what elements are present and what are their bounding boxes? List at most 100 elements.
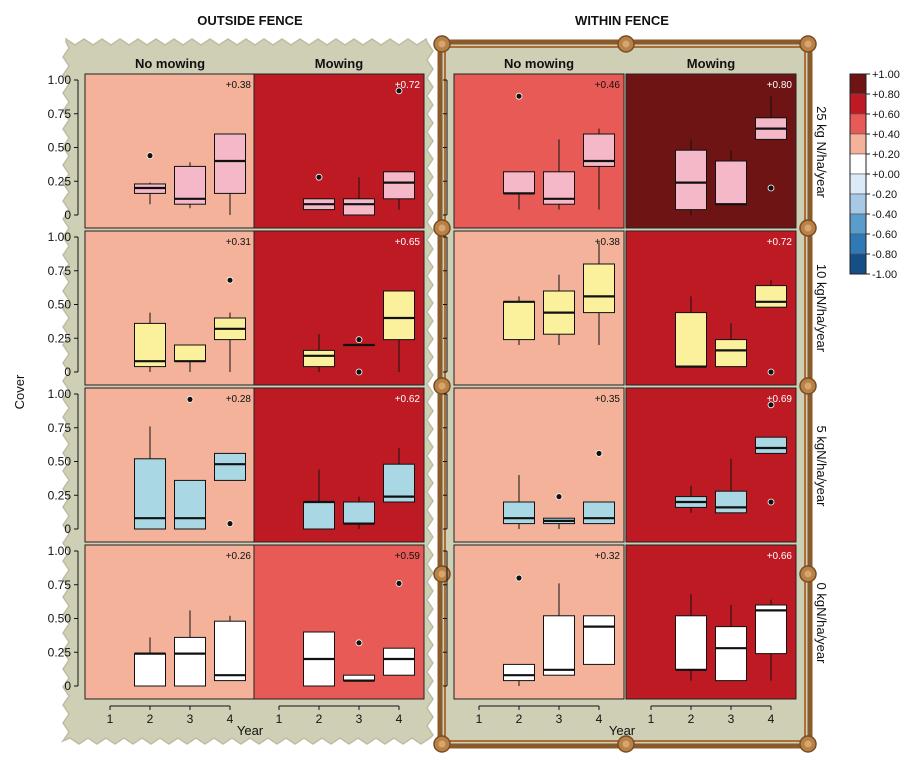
box-body [174, 479, 206, 530]
x-tick-label: 1 [107, 712, 114, 726]
y-tick-label: 0 [64, 522, 71, 536]
x-axis-title-outside: Year [237, 723, 264, 738]
box [583, 242, 615, 345]
box-outlier [395, 580, 403, 587]
box [675, 485, 707, 513]
correlation-label: +0.28 [226, 394, 252, 405]
fence-post-center [438, 382, 446, 390]
y-tick-label: 0.50 [48, 141, 72, 155]
box-body [715, 626, 747, 682]
box [134, 426, 166, 530]
panel: +0.46 [453, 73, 625, 229]
box [503, 92, 535, 210]
x-tick-label: 3 [728, 712, 735, 726]
box [134, 637, 166, 687]
box-outlier [355, 336, 363, 344]
box [303, 631, 335, 687]
legend-swatch [849, 93, 867, 115]
panel-background [253, 544, 425, 700]
panel-background [253, 73, 425, 229]
box [174, 610, 206, 687]
panel-background [84, 230, 256, 386]
x-tick-label: 2 [147, 712, 154, 726]
y-tick-label: 1.00 [48, 230, 72, 244]
box [383, 448, 415, 503]
panel-background [625, 230, 797, 386]
y-tick-label: 1.00 [48, 73, 72, 87]
x-axis-title-within: Year [609, 723, 636, 738]
box [134, 312, 166, 372]
y-tick-label: 1.00 [48, 387, 72, 401]
axes-layer: 0 0.25 0.50 0.75 1.00 0 0.25 0.50 0.75 1.00 0 0.25 0… [48, 73, 775, 726]
box-outlier [186, 395, 194, 403]
box-body [755, 285, 787, 308]
box [755, 599, 787, 681]
box-outlier [226, 276, 234, 284]
legend-tick-label: -0.40 [872, 209, 897, 221]
box [303, 469, 335, 530]
box-body [303, 501, 335, 530]
y-tick-label: 0.25 [48, 645, 72, 659]
x-tick-label: 3 [556, 712, 563, 726]
legend-tick-label: +0.80 [872, 89, 900, 101]
box [715, 150, 747, 206]
box-outlier [146, 152, 154, 160]
box [214, 276, 246, 372]
fence-post-center [438, 740, 446, 748]
panel-background [625, 387, 797, 543]
y-tick-label: 0.50 [48, 612, 72, 626]
box-body [715, 160, 747, 205]
x-tick-label: 2 [516, 712, 523, 726]
section-title-within: WITHIN FENCE [575, 13, 669, 28]
box-body [503, 171, 535, 194]
box [214, 452, 246, 527]
box [383, 580, 415, 676]
y-tick-label: 0.75 [48, 264, 72, 278]
column-title-within-mowing: Mowing [687, 56, 735, 71]
box-body [583, 263, 615, 314]
box-outlier [767, 368, 775, 376]
box [715, 605, 747, 682]
box [583, 449, 615, 525]
box-outlier [355, 639, 363, 647]
panel: +0.32 [453, 544, 625, 700]
panel-background [453, 544, 625, 700]
fence-post-center [804, 570, 812, 578]
box-body [755, 436, 787, 454]
box-body [214, 620, 246, 682]
box [214, 615, 246, 682]
box-outlier [515, 574, 523, 582]
legend-tick-label: +0.00 [872, 169, 900, 181]
panel: +0.66 [625, 544, 797, 700]
row-label-25: 25 kg N/ha/year [814, 106, 829, 198]
box-body [134, 322, 166, 368]
x-tick-label: 3 [356, 712, 363, 726]
box-body [755, 604, 787, 655]
box-outlier [767, 184, 775, 192]
correlation-label: +0.59 [395, 551, 421, 562]
fence-posts [433, 35, 817, 753]
box [383, 290, 415, 372]
box-body [715, 339, 747, 368]
box-outlier [767, 498, 775, 506]
legend-tick-label: +0.40 [872, 129, 900, 141]
box-body [383, 290, 415, 341]
box-body [383, 171, 415, 200]
legend-tick-label: +0.60 [872, 109, 900, 121]
box [174, 395, 206, 530]
row-label-0: 0 kgN/ha/year [814, 583, 829, 665]
box-body [583, 501, 615, 525]
box [134, 152, 166, 205]
legend-tick-label: +0.20 [872, 149, 900, 161]
box-outlier [555, 493, 563, 501]
legend-swatch [849, 233, 867, 255]
box-body [675, 615, 707, 671]
box [755, 280, 787, 376]
box-body [583, 615, 615, 665]
x-tick-label: 1 [648, 712, 655, 726]
x-tick-label: 4 [396, 712, 403, 726]
box-body [174, 344, 206, 362]
fence-post-center [804, 382, 812, 390]
box-body [543, 615, 575, 676]
